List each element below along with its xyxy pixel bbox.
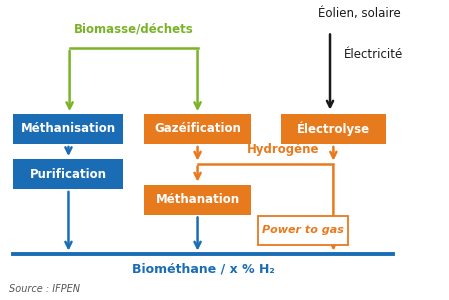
Text: Source : IFPEN: Source : IFPEN xyxy=(9,284,80,294)
Text: Biomasse/déchets: Biomasse/déchets xyxy=(74,23,194,36)
Text: Gazéification: Gazéification xyxy=(154,122,241,136)
Text: Hydrogène: Hydrogène xyxy=(247,143,320,156)
FancyBboxPatch shape xyxy=(13,114,123,144)
Text: Méthanation: Méthanation xyxy=(155,193,240,206)
FancyBboxPatch shape xyxy=(144,114,251,144)
Text: Biométhane / x % H₂: Biométhane / x % H₂ xyxy=(132,262,274,275)
FancyBboxPatch shape xyxy=(281,114,386,144)
FancyBboxPatch shape xyxy=(258,216,348,244)
Text: Éolien, solaire: Éolien, solaire xyxy=(318,7,401,20)
Text: Purification: Purification xyxy=(30,167,107,181)
FancyBboxPatch shape xyxy=(144,184,251,214)
Text: Power to gas: Power to gas xyxy=(262,225,344,235)
Text: Électricité: Électricité xyxy=(343,47,403,61)
Text: Méthanisation: Méthanisation xyxy=(21,122,116,136)
Text: Électrolyse: Électrolyse xyxy=(297,122,370,136)
FancyBboxPatch shape xyxy=(13,159,123,189)
